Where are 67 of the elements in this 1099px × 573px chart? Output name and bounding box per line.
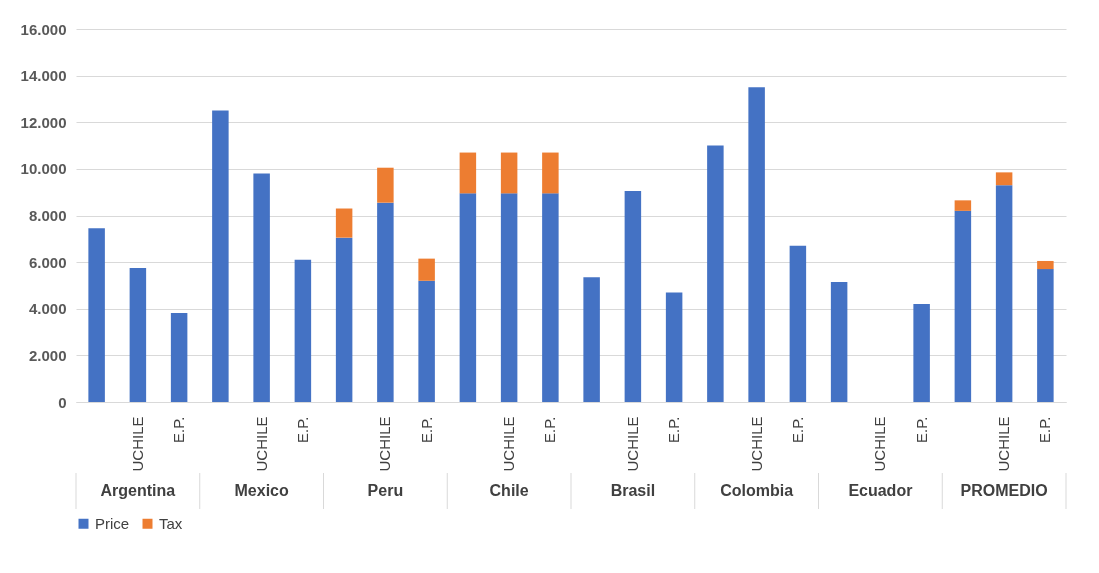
- bar: [500, 152, 518, 194]
- y-tick-label: 2.000: [28, 346, 67, 364]
- bar: [335, 208, 353, 238]
- bar: [995, 185, 1013, 402]
- bar: [377, 202, 394, 402]
- text: Colombia: [720, 482, 794, 499]
- bar: [583, 277, 600, 402]
- bar: [542, 193, 559, 402]
- x-tick-label: UCHILE: [623, 416, 641, 472]
- bar: [418, 280, 435, 402]
- y-tick-label: 16.000: [20, 20, 67, 38]
- x-tick-label: UCHILE: [500, 416, 518, 472]
- bar: [170, 312, 188, 402]
- text: Ecuador: [848, 482, 913, 499]
- bar: [459, 193, 477, 402]
- y-tick-label: 14.000: [20, 67, 67, 85]
- text: Brasil: [610, 482, 656, 499]
- bar: [789, 245, 807, 402]
- y-tick-label: 4.000: [28, 300, 67, 318]
- text: Argentina: [100, 482, 176, 499]
- x-tick-label: UCHILE: [871, 416, 889, 472]
- x-tick-label: E.P.: [1036, 416, 1054, 443]
- bar: [1037, 269, 1054, 402]
- x-tick-label: UCHILE: [128, 416, 146, 472]
- y-tick-label: 0: [58, 393, 67, 411]
- y-tick-label: 8.000: [28, 207, 67, 224]
- x-tick-label: E.P.: [541, 416, 559, 443]
- y-tick-label: 10.000: [20, 160, 67, 178]
- x-tick-label: E.P.: [170, 416, 188, 443]
- bar: [748, 87, 765, 402]
- bar: [212, 110, 229, 402]
- bar: [129, 267, 147, 402]
- x-tick-label: E.P.: [788, 416, 806, 443]
- x-tick-label: E.P.: [417, 416, 435, 443]
- bar: [88, 228, 105, 402]
- bar: [418, 258, 435, 281]
- x-tick-label: UCHILE: [376, 416, 394, 472]
- legend-label: Tax: [159, 514, 183, 532]
- bar: [1037, 260, 1054, 270]
- bar: [954, 200, 972, 211]
- bar: [624, 191, 642, 402]
- text: Chile: [489, 482, 529, 499]
- bar: [913, 304, 930, 402]
- text: PROMEDIO: [960, 482, 1048, 499]
- bar: [459, 152, 477, 194]
- x-tick-label: UCHILE: [995, 416, 1013, 472]
- bar: [253, 173, 270, 402]
- x-tick-label: UCHILE: [747, 416, 765, 472]
- x-tick-label: E.P.: [912, 416, 930, 443]
- y-tick-label: 12.000: [20, 113, 67, 131]
- bar: [294, 259, 312, 402]
- bar: [665, 292, 683, 402]
- bar: [830, 281, 848, 402]
- bar: [542, 152, 559, 194]
- legend-label: Price: [95, 514, 130, 532]
- text: Mexico: [234, 482, 289, 499]
- y-tick-label: 6.000: [28, 253, 67, 271]
- text: Peru: [367, 482, 404, 499]
- x-tick-label: E.P.: [665, 416, 683, 443]
- x-tick-label: UCHILE: [252, 416, 270, 472]
- bar: [500, 193, 518, 402]
- bar: [954, 210, 972, 402]
- bar: [995, 172, 1013, 186]
- x-tick-label: E.P.: [293, 416, 311, 443]
- bar: [707, 145, 724, 402]
- bar: [377, 167, 394, 203]
- bar: [335, 237, 353, 402]
